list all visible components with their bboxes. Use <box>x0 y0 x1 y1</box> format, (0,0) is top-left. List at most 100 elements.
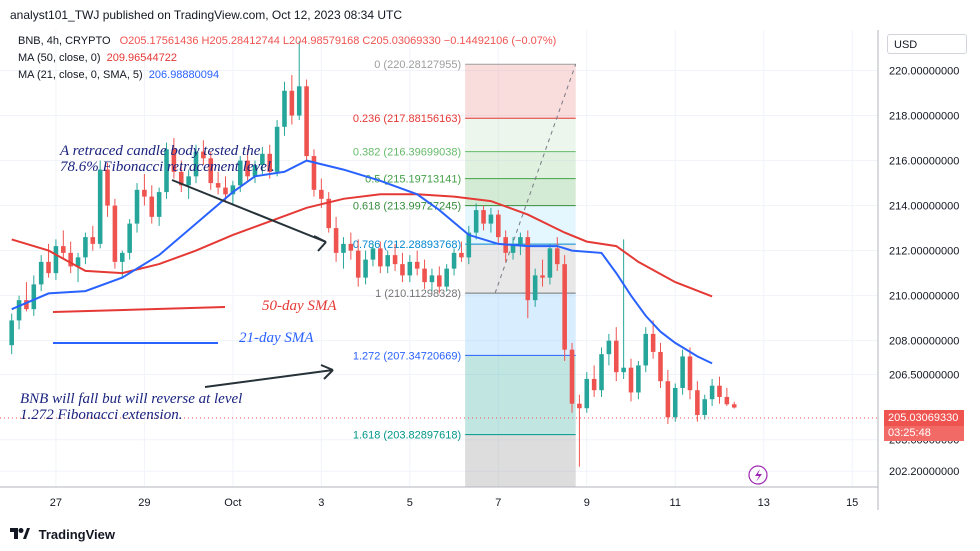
fib-trend-line <box>494 64 577 294</box>
candle-body <box>127 223 132 253</box>
legend-ma50-row[interactable]: MA (50, close, 0) 209.96544722 <box>18 52 177 64</box>
candle-body <box>724 396 730 405</box>
time-tick-label: 27 <box>50 497 62 509</box>
candle-body <box>237 160 243 186</box>
candle-body <box>658 351 663 382</box>
candle-body <box>518 237 523 244</box>
fib-zone <box>465 178 576 206</box>
legend-ma21-row[interactable]: MA (21, close, 0, SMA, 5) 206.98880094 <box>18 69 219 81</box>
candle-body <box>178 171 184 186</box>
candle-body <box>407 261 413 276</box>
candle-body <box>400 264 405 276</box>
candle-body <box>437 275 442 287</box>
forecast-annotation-line-2: 1.272 Fibonacci extension. <box>20 407 183 423</box>
candle-body <box>650 333 656 352</box>
price-tick-label: 208.00000000 <box>889 336 959 348</box>
candle-body <box>621 367 626 373</box>
currency-button[interactable]: USD <box>887 34 967 54</box>
candle-body <box>282 90 287 127</box>
ma50-label: MA (50, close, 0) <box>18 52 101 64</box>
candle-body <box>370 248 376 260</box>
candle-body <box>577 403 582 409</box>
ma21-line <box>11 159 713 365</box>
fib-zone <box>465 64 576 119</box>
price-tick-label: 202.20000000 <box>889 466 959 478</box>
chart-grid <box>0 30 878 487</box>
retrace-annotation: A retraced candle body tested the 78.6% … <box>60 143 275 175</box>
fib-zone <box>465 293 576 356</box>
moving-averages <box>11 159 713 365</box>
candle-body <box>569 349 575 404</box>
legend-symbol-row[interactable]: BNB, 4h, CRYPTO O205.17561436 H205.28412… <box>18 35 556 47</box>
lightning-icon <box>748 465 768 485</box>
time-tick-label: 3 <box>318 497 324 509</box>
fib-zone <box>465 118 576 152</box>
candle-body <box>628 367 634 393</box>
candle-body <box>245 160 250 177</box>
candle-body <box>296 86 302 116</box>
candle-body <box>709 385 715 400</box>
forecast-annotation: BNB will fall but will reverse at level … <box>20 391 242 423</box>
candle-body <box>547 248 553 278</box>
candle-body <box>201 151 206 159</box>
retrace-annotation-line-1: A retraced candle body tested the <box>60 143 261 159</box>
candle-body <box>38 261 44 285</box>
candle-body <box>134 189 140 224</box>
candle-body <box>97 169 103 244</box>
fib-zone <box>465 434 576 487</box>
time-tick-label: 9 <box>584 497 590 509</box>
candle-body <box>112 205 118 262</box>
symbol-label: BNB, 4h, CRYPTO <box>18 35 111 47</box>
candle-body <box>466 232 472 258</box>
candle-body <box>304 86 309 157</box>
candle-body <box>510 243 516 253</box>
candle-body <box>156 192 162 217</box>
time-tick-label: 15 <box>846 497 858 509</box>
candle-body <box>164 149 169 193</box>
candle-body <box>584 378 590 409</box>
price-tick-label: 216.00000000 <box>889 156 959 168</box>
candle-body <box>702 399 708 415</box>
candlesticks <box>9 41 737 467</box>
candle-body <box>451 252 457 269</box>
candle-body <box>119 252 125 262</box>
candle-body <box>540 275 545 278</box>
fib-level-label: 1 (210.11298328) <box>375 288 461 300</box>
candle-body <box>378 248 383 267</box>
candle-body <box>267 153 273 172</box>
tradingview-logo[interactable]: TradingView <box>10 527 115 542</box>
fib-level-label: 0.236 (217.88156163) <box>353 113 461 125</box>
candle-body <box>606 340 612 355</box>
candle-body <box>680 356 685 388</box>
candle-body <box>525 237 531 301</box>
footer: TradingView <box>0 519 980 551</box>
candle-body <box>414 261 420 269</box>
sma50-legend-line <box>52 306 226 313</box>
fib-zone <box>465 151 576 179</box>
fib-level-label: 1.272 (207.34720669) <box>353 350 461 362</box>
candle-body <box>348 243 354 251</box>
candle-body <box>61 246 66 253</box>
tradingview-brand: TradingView <box>38 527 115 542</box>
fib-level-label: 0.786 (212.28893768) <box>353 239 461 251</box>
candle-body <box>326 198 332 229</box>
candle-body <box>215 183 221 188</box>
candle-body <box>599 354 604 391</box>
candle-body <box>230 185 236 195</box>
candle-body <box>643 333 649 366</box>
candle-body <box>260 153 265 166</box>
candle-body <box>75 257 81 267</box>
candle-body <box>223 187 228 195</box>
fib-level-label: 0 (220.28127955) <box>374 59 461 71</box>
candle-body <box>532 275 538 301</box>
candle-body <box>422 268 427 283</box>
candle-body <box>319 189 324 199</box>
candle-body <box>311 156 317 190</box>
price-tick-label: 214.00000000 <box>889 201 959 213</box>
candle-body <box>672 387 678 418</box>
candle-body <box>459 252 464 258</box>
time-tick-label: 5 <box>407 497 413 509</box>
candle-body <box>341 243 346 253</box>
candle-body <box>16 300 22 321</box>
